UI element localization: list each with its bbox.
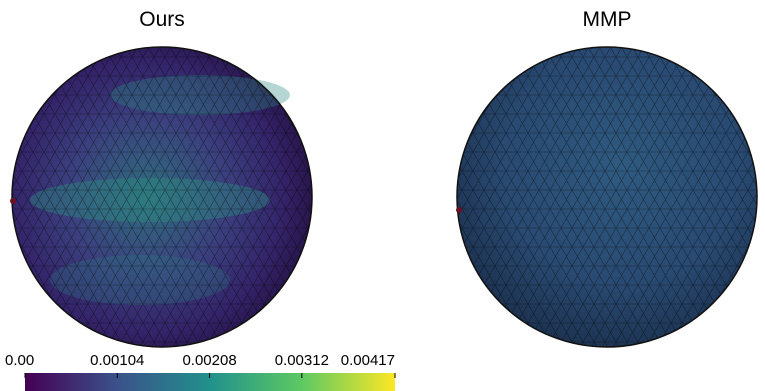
- colorbar-tick-label: 0.00: [5, 352, 34, 369]
- colorbar-tick-label: 0.00417: [341, 352, 395, 369]
- colorbar-tick-label: 0.00208: [182, 352, 236, 369]
- panel-title: Ours: [139, 8, 185, 31]
- source-point: [10, 198, 16, 204]
- mesh: [457, 47, 757, 347]
- colorbar-tick-label: 0.00104: [90, 352, 144, 369]
- mesh: [12, 47, 312, 347]
- panel-ours: Ours: [10, 8, 312, 347]
- source-point: [456, 207, 462, 213]
- panel-title: MMP: [583, 8, 632, 31]
- colorbar: 0.00 0.00104 0.00208 0.00312 0.00417: [5, 352, 395, 391]
- figure: Ours MMP 0.00 0.00104 0.00208 0.00312 0.0041…: [0, 0, 765, 391]
- panel-mmp: MMP: [456, 8, 757, 347]
- colorbar-tick-label: 0.00312: [275, 352, 329, 369]
